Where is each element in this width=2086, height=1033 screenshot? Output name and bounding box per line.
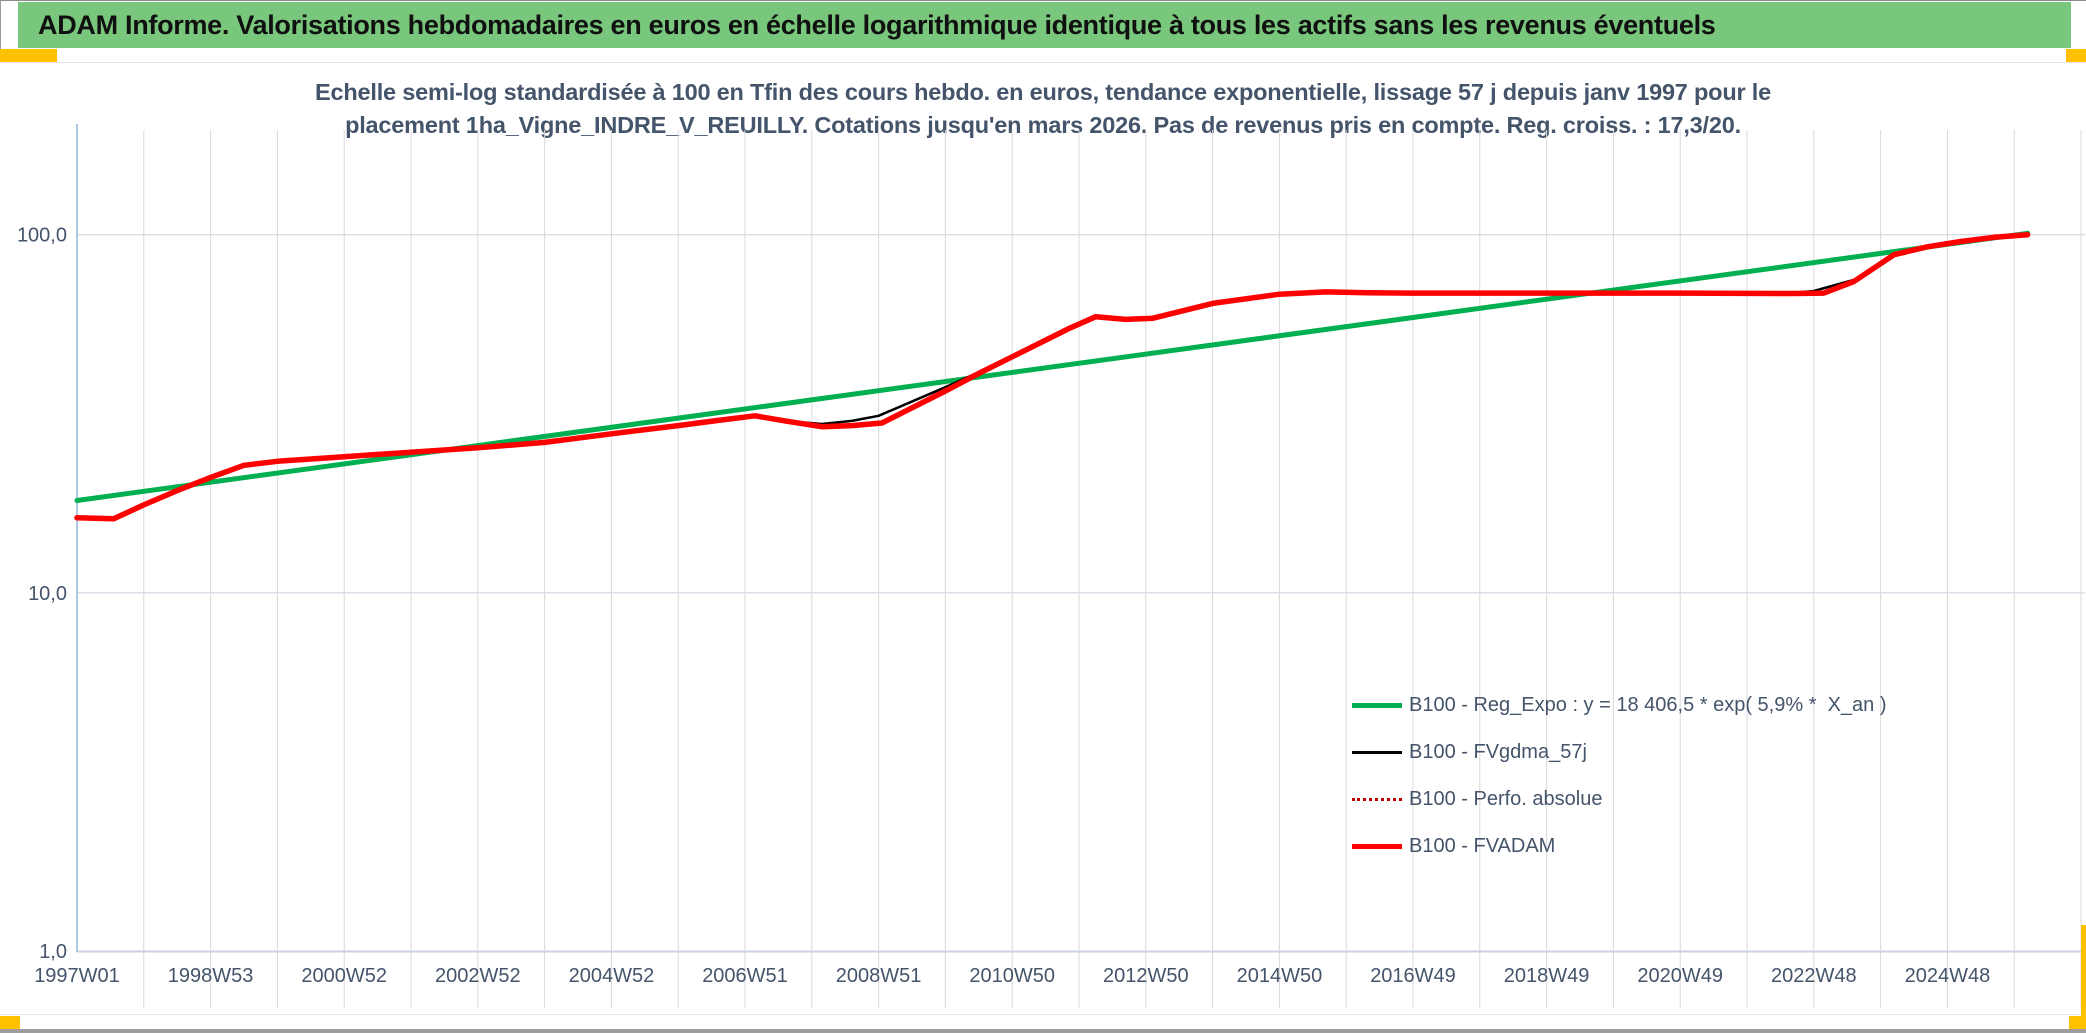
bottom-bar	[0, 1029, 2086, 1033]
chart-title-line1: Echelle semi-log standardisée à 100 en T…	[315, 79, 1771, 105]
legend-label: B100 - FVgdma_57j	[1409, 741, 1587, 763]
page-title: ADAM Informe. Valorisations hebdomadaire…	[38, 10, 1716, 40]
orange-accent-bottom-left	[0, 1016, 20, 1033]
x-tick-label: 2020W49	[1637, 965, 1723, 987]
chart-title-line2: placement 1ha_Vigne_INDRE_V_REUILLY. Cot…	[345, 112, 1741, 138]
legend-item: B100 - FVgdma_57j	[1352, 729, 1887, 776]
x-tick-label: 1997W01	[34, 965, 120, 987]
header-bar: ADAM Informe. Valorisations hebdomadaire…	[18, 2, 2071, 48]
left-border	[0, 0, 1, 63]
y-tick-label: 10,0	[28, 583, 67, 605]
x-tick-label: 2024W48	[1905, 965, 1991, 987]
orange-accent-top-left	[0, 49, 57, 62]
legend-label: B100 - FVADAM	[1409, 835, 1556, 857]
legend-label: B100 - Perfo. absolue	[1409, 788, 1603, 810]
bottom-divider	[0, 1014, 2086, 1015]
x-tick-label: 2014W50	[1237, 965, 1323, 987]
orange-accent-top-right	[2066, 49, 2086, 62]
y-tick-label: 1,0	[39, 941, 67, 963]
legend: B100 - Reg_Expo : y = 18 406,5 * exp( 5,…	[1352, 682, 1887, 870]
legend-item: B100 - FVADAM	[1352, 823, 1887, 870]
top-border	[0, 0, 2086, 1]
x-tick-label: 2008W51	[836, 965, 922, 987]
x-tick-label: 2004W52	[569, 965, 655, 987]
y-tick-label: 100,0	[17, 225, 67, 247]
legend-item: B100 - Reg_Expo : y = 18 406,5 * exp( 5,…	[1352, 682, 1887, 729]
x-tick-label: 2016W49	[1370, 965, 1456, 987]
series-fvgdma_57j	[75, 233, 2029, 521]
legend-swatch-thick-line	[1352, 844, 1402, 849]
x-tick-label: 2018W49	[1504, 965, 1590, 987]
legend-swatch-thin-line	[1352, 751, 1402, 754]
x-tick-label: 1998W53	[168, 965, 254, 987]
series-fvadam	[74, 231, 2031, 522]
x-tick-label: 2022W48	[1771, 965, 1857, 987]
x-tick-label: 2002W52	[435, 965, 521, 987]
legend-swatch-dotted-line	[1352, 798, 1402, 801]
series-perfo_absolue	[76, 233, 2029, 520]
x-tick-label: 2012W50	[1103, 965, 1189, 987]
orange-accent-bottom-right	[2069, 1016, 2086, 1033]
x-tick-label: 2000W52	[301, 965, 387, 987]
chart-title: Echelle semi-log standardisée à 100 en T…	[0, 76, 2086, 142]
orange-accent-right-strip	[2081, 925, 2086, 1016]
x-tick-label: 2010W50	[969, 965, 1055, 987]
series-reg_expo	[74, 230, 2031, 503]
legend-label: B100 - Reg_Expo : y = 18 406,5 * exp( 5,…	[1409, 694, 1887, 716]
header-divider	[0, 62, 2086, 63]
x-tick-label: 2006W51	[702, 965, 788, 987]
legend-swatch-thick-line	[1352, 703, 1402, 708]
legend-item: B100 - Perfo. absolue	[1352, 776, 1887, 823]
